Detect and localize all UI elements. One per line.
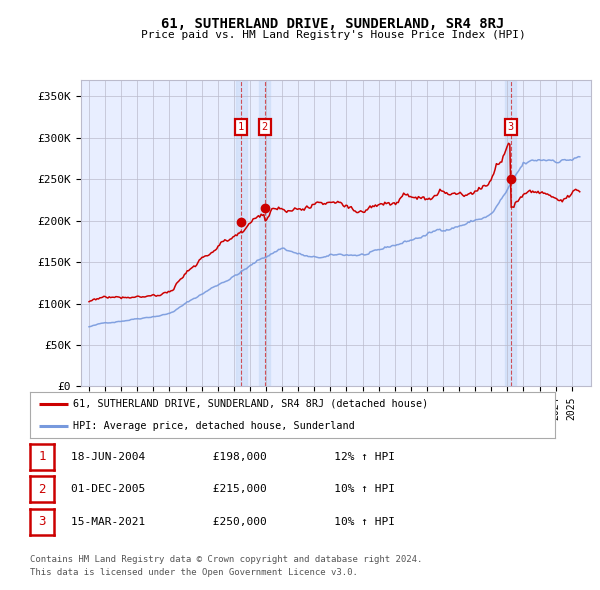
Text: 2: 2	[262, 122, 268, 132]
Text: This data is licensed under the Open Government Licence v3.0.: This data is licensed under the Open Gov…	[30, 568, 358, 576]
Text: 61, SUTHERLAND DRIVE, SUNDERLAND, SR4 8RJ (detached house): 61, SUTHERLAND DRIVE, SUNDERLAND, SR4 8R…	[73, 399, 428, 409]
Text: 2: 2	[38, 483, 46, 496]
Text: 1: 1	[38, 450, 46, 463]
Text: 3: 3	[38, 515, 46, 528]
Bar	[236, 80, 247, 386]
Text: 01-DEC-2005          £215,000          10% ↑ HPI: 01-DEC-2005 £215,000 10% ↑ HPI	[71, 484, 395, 494]
Bar	[505, 80, 516, 386]
Text: 3: 3	[508, 122, 514, 132]
Text: 15-MAR-2021          £250,000          10% ↑ HPI: 15-MAR-2021 £250,000 10% ↑ HPI	[71, 517, 395, 526]
Text: Contains HM Land Registry data © Crown copyright and database right 2024.: Contains HM Land Registry data © Crown c…	[30, 555, 422, 563]
Bar	[259, 80, 271, 386]
Text: 1: 1	[238, 122, 244, 132]
Text: 61, SUTHERLAND DRIVE, SUNDERLAND, SR4 8RJ: 61, SUTHERLAND DRIVE, SUNDERLAND, SR4 8R…	[161, 17, 505, 31]
Text: 18-JUN-2004          £198,000          12% ↑ HPI: 18-JUN-2004 £198,000 12% ↑ HPI	[71, 452, 395, 461]
Text: HPI: Average price, detached house, Sunderland: HPI: Average price, detached house, Sund…	[73, 421, 355, 431]
Text: Price paid vs. HM Land Registry's House Price Index (HPI): Price paid vs. HM Land Registry's House …	[140, 30, 526, 40]
